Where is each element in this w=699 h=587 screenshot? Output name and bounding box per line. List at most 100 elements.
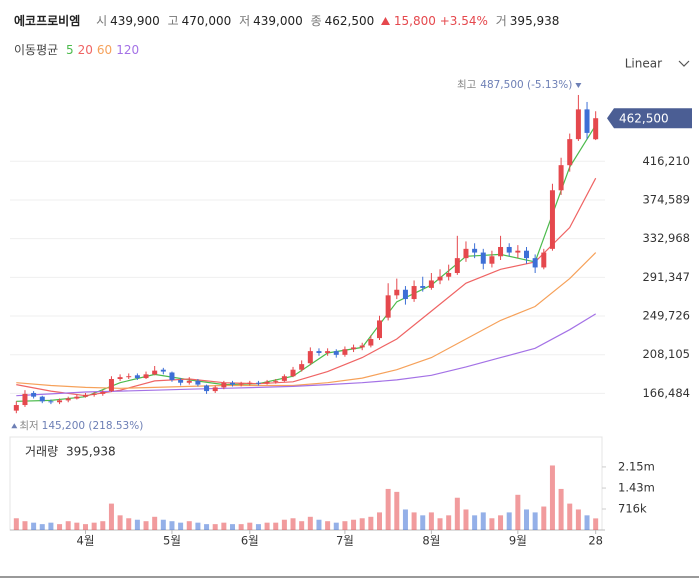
volume-bar xyxy=(342,521,348,530)
candle-body xyxy=(57,400,63,403)
candle-body xyxy=(22,393,28,406)
x-tick-label: 5월 xyxy=(163,534,181,548)
high-value: 470,000 xyxy=(181,14,232,28)
volume-tick-label: 716k xyxy=(618,501,647,515)
volume-bar xyxy=(472,515,478,530)
candle-body xyxy=(368,339,374,346)
candle-body xyxy=(65,398,71,401)
candle-body xyxy=(454,258,460,274)
volume-bar xyxy=(178,522,184,530)
x-tick-label: 8월 xyxy=(422,534,440,548)
candle-body xyxy=(446,273,452,277)
candle-body xyxy=(230,382,235,385)
candle-body xyxy=(255,382,261,384)
close-value: 462,500 xyxy=(324,14,375,28)
y-tick-label: 374,589 xyxy=(642,192,690,206)
candle-body xyxy=(472,248,478,253)
volume-bar xyxy=(558,488,564,530)
volume-bar xyxy=(13,518,19,530)
volume-bar xyxy=(74,522,80,530)
open-label: 시 xyxy=(96,14,108,28)
scale-chevron[interactable] xyxy=(678,60,690,67)
volume-bar xyxy=(394,491,400,530)
candle-body xyxy=(160,369,166,372)
volume-bar xyxy=(48,522,54,530)
volume-bar xyxy=(428,512,434,530)
candle-body xyxy=(134,375,140,379)
candle-body xyxy=(420,286,426,288)
candle-body xyxy=(13,405,19,411)
change-pct: +3.54% xyxy=(439,14,488,28)
quote-header: 에코프로비엠 시 439,900 고 470,000 저 439,000 종 462,5… xyxy=(14,12,559,29)
candle-body xyxy=(91,393,97,395)
y-tick-label: 249,726 xyxy=(642,309,690,323)
candle-body xyxy=(307,351,313,364)
candle-body xyxy=(100,392,106,394)
volume-bar xyxy=(575,509,581,530)
volume-bar xyxy=(437,518,443,530)
candle-body xyxy=(126,376,132,378)
candle-body xyxy=(152,370,158,375)
candle-body xyxy=(549,190,555,249)
volume-bar xyxy=(83,524,88,530)
candle-body xyxy=(506,246,512,253)
volume-bar xyxy=(117,515,123,530)
volume-label: 거 xyxy=(495,14,507,28)
x-tick-label: 28 xyxy=(588,534,603,548)
candle-body xyxy=(39,396,45,402)
candle-body xyxy=(524,250,529,259)
candle-body xyxy=(31,392,37,397)
ma-legend: 이동평균 5 20 60 120 xyxy=(14,41,143,58)
volume-bar xyxy=(489,518,495,530)
candle-body xyxy=(593,118,599,140)
candle-body xyxy=(584,109,590,133)
candle-body xyxy=(108,379,114,392)
volume-bar xyxy=(169,521,175,530)
candle-body xyxy=(359,345,365,348)
volume-bar xyxy=(316,519,322,530)
candle-body xyxy=(299,364,305,370)
y-tick-label: 416,210 xyxy=(642,154,690,168)
candle-body xyxy=(463,248,469,259)
volume-bar xyxy=(100,521,106,530)
close-label: 종 xyxy=(310,14,322,28)
volume-bar xyxy=(126,518,132,530)
y-tick-label: 291,347 xyxy=(642,270,690,284)
volume-bar xyxy=(498,515,504,530)
volume-bar xyxy=(359,518,365,530)
low-annotation-value: 145,200 (218.53%) xyxy=(42,420,144,432)
volume-bar xyxy=(221,522,227,530)
candle-body xyxy=(178,379,184,383)
open-value: 439,900 xyxy=(110,14,160,28)
candle-body xyxy=(247,382,253,384)
volume-bar xyxy=(238,524,244,530)
volume-bar xyxy=(402,509,408,530)
volume-bar xyxy=(307,516,313,530)
candle-body xyxy=(480,252,486,264)
high-label: 고 xyxy=(167,14,179,28)
candle-body xyxy=(385,295,391,318)
high-annotation-label: 최고 xyxy=(457,79,477,91)
volume-bar xyxy=(290,518,296,530)
ma-legend-item: 20 xyxy=(77,43,93,57)
ma-title: 이동평균 xyxy=(14,43,59,57)
last-price-tag xyxy=(607,108,692,129)
scale-selector[interactable]: Linear xyxy=(625,57,662,71)
volume-bar xyxy=(549,465,555,530)
low-marker xyxy=(11,423,18,429)
candle-body xyxy=(273,380,279,382)
volume-bar xyxy=(281,519,287,530)
stock-name: 에코프로비엠 xyxy=(14,14,81,28)
up-arrow xyxy=(381,17,391,25)
low-annotation-label: 최저 xyxy=(19,420,38,432)
candle-body xyxy=(428,280,434,288)
volume-bar xyxy=(506,512,512,530)
volume-tick-label: 2.15m xyxy=(618,459,655,473)
volume-bar xyxy=(299,521,305,530)
volume-title: 거래량 xyxy=(25,445,58,459)
candle-body xyxy=(204,385,210,392)
ma-legend-item: 60 xyxy=(96,43,113,57)
candle-body xyxy=(558,165,564,191)
candle-body xyxy=(169,372,175,380)
